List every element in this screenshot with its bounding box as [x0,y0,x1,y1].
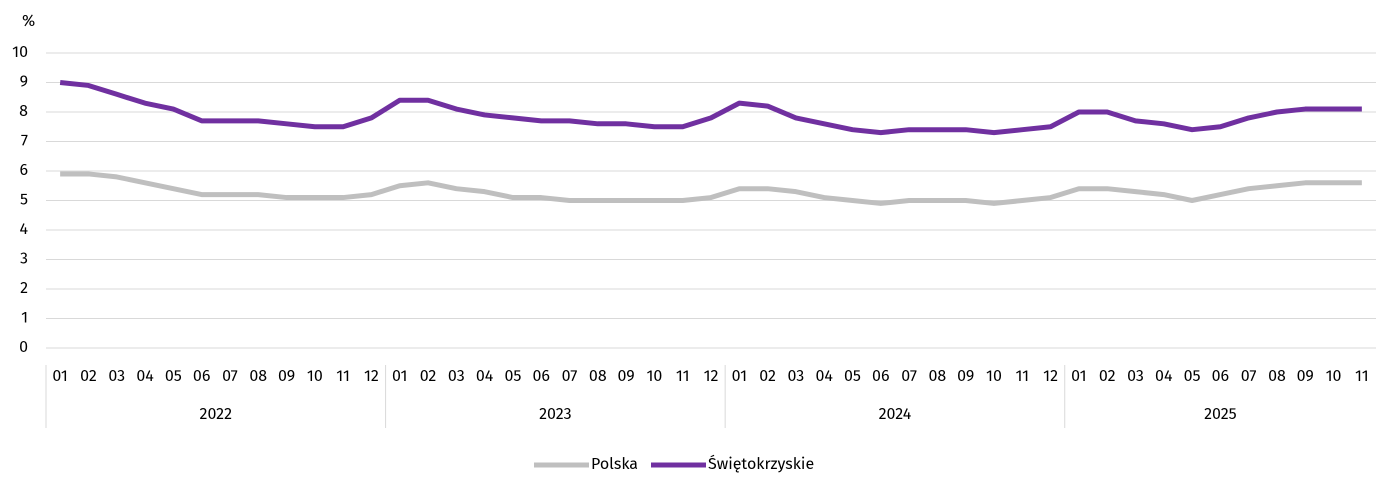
x-tick-label: 02 [759,367,776,386]
x-tick-label: 06 [532,367,549,386]
x-tick-label: 06 [872,367,889,386]
y-tick-label: 9 [20,73,28,92]
x-tick-label: 09 [957,367,974,386]
x-tick-label: 05 [844,367,861,386]
y-tick-label: 8 [19,102,28,121]
x-tick-label: 03 [788,367,805,386]
series-line [60,171,1362,206]
x-tick-label: 02 [420,367,437,386]
x-tick-label: 03 [108,367,125,386]
x-tick-label: 05 [165,367,182,386]
x-tick-label: 11 [676,367,690,386]
x-tick-label: 08 [929,367,947,386]
y-axis-label: % [22,12,35,31]
x-tick-label: 01 [1071,367,1086,386]
y-tick-label: 4 [19,220,28,239]
x-tick-label: 01 [392,367,407,386]
y-tick-label: 0 [19,338,28,357]
x-tick-label: 05 [1184,367,1201,386]
x-tick-label: 07 [901,367,917,386]
x-tick-label: 04 [136,367,154,386]
x-tick-label: 03 [1127,367,1144,386]
group-label: 2024 [879,405,912,424]
x-tick-label: 11 [1355,367,1369,386]
legend-label: Polska [591,455,638,474]
x-tick-label: 12 [704,367,719,386]
x-tick-label: 09 [278,367,295,386]
legend-label: Świętokrzyskie [708,453,814,474]
x-tick-label: 04 [815,367,833,386]
y-tick-label: 5 [20,191,28,210]
y-tick-label: 7 [21,132,28,151]
x-tick-label: 01 [732,367,747,386]
x-tick-label: 04 [476,367,494,386]
x-tick-label: 07 [562,367,578,386]
x-tick-label: 03 [448,367,465,386]
y-tick-label: 3 [20,250,28,269]
group-label: 2022 [200,405,233,424]
series-line [59,80,1362,136]
y-tick-label: 2 [20,279,28,298]
x-tick-label: 08 [249,367,267,386]
x-tick-label: 01 [52,367,67,386]
x-tick-label: 10 [646,367,662,386]
x-tick-label: 08 [589,367,607,386]
x-tick-label: 06 [1212,367,1229,386]
x-tick-label: 10 [1326,367,1342,386]
y-tick-label: 10 [12,43,28,62]
x-tick-label: 11 [1015,367,1029,386]
x-tick-label: 05 [504,367,521,386]
y-tick-label: 1 [21,309,28,328]
y-tick-label: 6 [19,161,28,180]
x-tick-label: 12 [364,367,379,386]
group-label: 2023 [539,405,571,424]
group-label: 2025 [1204,405,1237,424]
x-tick-label: 02 [80,367,97,386]
x-tick-label: 04 [1155,367,1173,386]
x-tick-label: 11 [336,367,350,386]
x-tick-label: 09 [618,367,635,386]
x-tick-label: 10 [307,367,323,386]
x-tick-label: 06 [193,367,210,386]
x-tick-label: 12 [1043,367,1058,386]
x-tick-label: 09 [1297,367,1314,386]
x-tick-label: 02 [1099,367,1116,386]
x-tick-label: 07 [222,367,238,386]
x-tick-label: 07 [1241,367,1257,386]
x-tick-label: 08 [1268,367,1286,386]
x-tick-label: 10 [986,367,1002,386]
